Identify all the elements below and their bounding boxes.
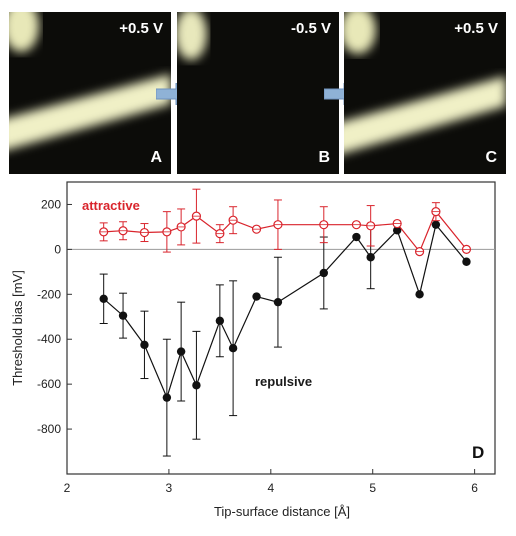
y-tick-label: -400 [37, 332, 61, 346]
panel-letter: A [150, 149, 162, 166]
y-tick-label: -800 [37, 422, 61, 436]
stm-panel-b: -0.5 V B [177, 12, 339, 174]
data-point-repulsive [319, 268, 328, 278]
y-tick-label: -200 [37, 287, 61, 301]
data-point-repulsive [273, 297, 283, 307]
data-point-repulsive [192, 381, 201, 390]
x-tick-label: 2 [64, 481, 71, 495]
axes: 2 3 4 5 6 200 0 -200 -400 -600 -800 [37, 197, 495, 495]
series-repulsive [99, 220, 471, 457]
x-tick-label: 5 [369, 481, 376, 495]
threshold-bias-chart: 2 3 4 5 6 200 0 -200 -400 -600 -800 attractive rep… [10, 181, 496, 519]
chart-marks [99, 188, 472, 457]
data-point-repulsive [162, 393, 172, 402]
data-point-repulsive [415, 290, 424, 299]
panel-letter: C [485, 149, 497, 166]
stm-image-b [177, 12, 339, 174]
data-point-repulsive [392, 226, 402, 235]
x-tick-label: 4 [267, 481, 274, 495]
data-point-repulsive [140, 340, 149, 350]
data-point-repulsive [252, 292, 261, 301]
data-point-repulsive [215, 316, 225, 326]
data-point-repulsive [352, 232, 361, 242]
data-point-repulsive [118, 311, 128, 320]
data-point-repulsive [462, 257, 471, 266]
data-point-repulsive [228, 344, 238, 353]
y-tick-label: 200 [41, 197, 61, 211]
series-line-attractive [103, 210, 467, 253]
y-axis-title: Threshold bias [mV] [10, 270, 25, 386]
stm-image-a [9, 12, 171, 174]
voltage-label: +0.5 V [454, 20, 498, 37]
data-point-repulsive [99, 294, 108, 303]
voltage-label: +0.5 V [119, 20, 163, 37]
data-point-repulsive [366, 253, 375, 262]
stm-image-c [344, 12, 506, 174]
series-label-attractive: attractive [82, 198, 140, 213]
series-line-repulsive [103, 223, 467, 400]
stm-panel-c: +0.5 V C [344, 12, 506, 174]
voltage-label: -0.5 V [290, 20, 331, 37]
series-label-repulsive: repulsive [255, 374, 312, 389]
panel-letter: B [318, 149, 330, 166]
y-tick-label: -600 [37, 377, 61, 391]
stm-panel-a: +0.5 V A [9, 12, 171, 174]
data-point-repulsive [431, 220, 441, 229]
y-tick-label: 0 [54, 242, 61, 256]
panel-letter-d: D [472, 443, 484, 462]
x-tick-label: 3 [166, 481, 173, 495]
x-tick-label: 6 [471, 481, 478, 495]
data-point-repulsive [176, 347, 186, 356]
x-axis-title: Tip-surface distance [Å] [214, 504, 350, 519]
plot-frame [66, 181, 496, 475]
series-attractive [99, 188, 472, 257]
